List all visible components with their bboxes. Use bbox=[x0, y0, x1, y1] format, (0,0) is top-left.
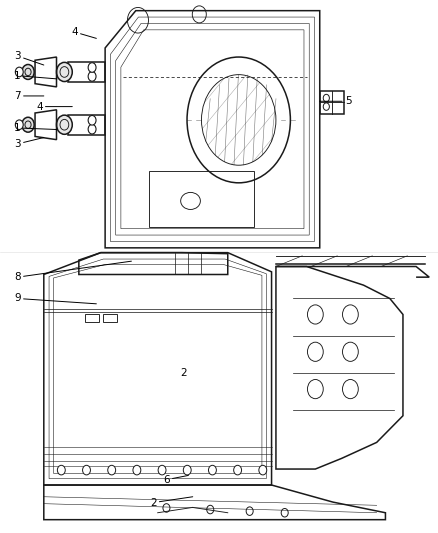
Text: 4: 4 bbox=[36, 102, 72, 111]
Circle shape bbox=[323, 94, 329, 102]
Text: 8: 8 bbox=[14, 261, 131, 282]
Circle shape bbox=[88, 116, 96, 125]
Circle shape bbox=[88, 63, 96, 72]
Circle shape bbox=[57, 62, 72, 82]
Text: 7: 7 bbox=[14, 91, 44, 101]
Circle shape bbox=[22, 64, 34, 79]
Circle shape bbox=[259, 465, 267, 475]
Text: 1: 1 bbox=[14, 71, 57, 80]
Circle shape bbox=[57, 115, 72, 134]
Text: 3: 3 bbox=[14, 138, 44, 149]
Circle shape bbox=[88, 124, 96, 134]
Text: 9: 9 bbox=[14, 294, 96, 304]
Circle shape bbox=[83, 465, 90, 475]
Text: 3: 3 bbox=[14, 51, 44, 65]
Circle shape bbox=[183, 465, 191, 475]
Circle shape bbox=[208, 465, 216, 475]
Text: 5: 5 bbox=[320, 96, 352, 106]
Circle shape bbox=[22, 117, 34, 132]
Circle shape bbox=[133, 465, 141, 475]
Text: 6: 6 bbox=[163, 475, 188, 484]
Circle shape bbox=[323, 103, 329, 110]
Circle shape bbox=[88, 71, 96, 81]
Text: 2: 2 bbox=[150, 497, 193, 507]
Circle shape bbox=[233, 465, 242, 475]
Circle shape bbox=[15, 67, 23, 77]
Circle shape bbox=[158, 465, 166, 475]
Text: 4: 4 bbox=[71, 27, 96, 38]
Circle shape bbox=[15, 120, 23, 130]
Circle shape bbox=[108, 465, 116, 475]
Text: 1: 1 bbox=[14, 123, 57, 133]
Text: 2: 2 bbox=[180, 368, 187, 378]
Circle shape bbox=[57, 465, 65, 475]
